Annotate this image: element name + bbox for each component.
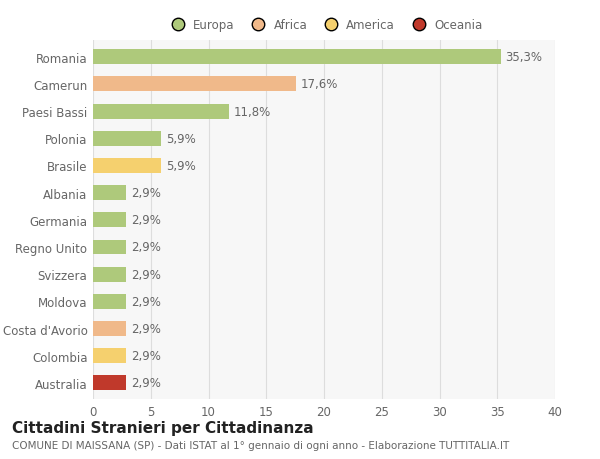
Text: 17,6%: 17,6% <box>301 78 338 91</box>
Text: 2,9%: 2,9% <box>131 295 161 308</box>
Bar <box>93 294 127 309</box>
Bar <box>93 186 127 201</box>
Bar <box>93 104 229 119</box>
Bar <box>93 267 127 282</box>
Text: 2,9%: 2,9% <box>131 322 161 335</box>
Text: 2,9%: 2,9% <box>131 214 161 227</box>
Text: 2,9%: 2,9% <box>131 376 161 390</box>
Text: 5,9%: 5,9% <box>166 160 196 173</box>
Text: 11,8%: 11,8% <box>234 106 271 118</box>
Bar <box>93 375 127 391</box>
Bar <box>93 240 127 255</box>
Bar <box>93 159 161 174</box>
Bar <box>93 77 296 92</box>
Bar <box>93 348 127 364</box>
Text: COMUNE DI MAISSANA (SP) - Dati ISTAT al 1° gennaio di ogni anno - Elaborazione T: COMUNE DI MAISSANA (SP) - Dati ISTAT al … <box>12 440 509 450</box>
Text: 2,9%: 2,9% <box>131 241 161 254</box>
Bar <box>93 213 127 228</box>
Bar <box>93 131 161 146</box>
Bar <box>93 321 127 336</box>
Bar <box>93 50 501 65</box>
Text: Cittadini Stranieri per Cittadinanza: Cittadini Stranieri per Cittadinanza <box>12 420 314 435</box>
Text: 35,3%: 35,3% <box>505 51 542 64</box>
Text: 2,9%: 2,9% <box>131 268 161 281</box>
Text: 2,9%: 2,9% <box>131 187 161 200</box>
Text: 5,9%: 5,9% <box>166 133 196 146</box>
Legend: Europa, Africa, America, Oceania: Europa, Africa, America, Oceania <box>166 19 482 32</box>
Text: 2,9%: 2,9% <box>131 349 161 363</box>
